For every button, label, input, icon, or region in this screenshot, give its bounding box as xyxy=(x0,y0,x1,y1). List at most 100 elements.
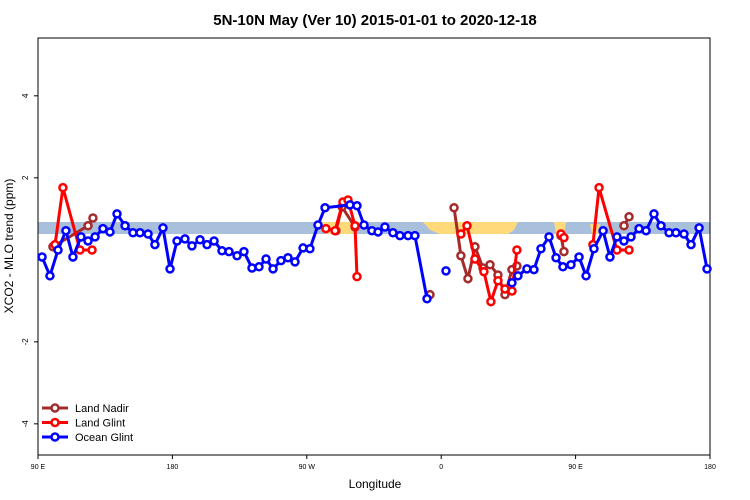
point xyxy=(321,223,331,234)
point xyxy=(76,232,86,242)
x-tick-label: 180 xyxy=(167,464,179,471)
point xyxy=(551,253,561,263)
point xyxy=(195,234,205,245)
point xyxy=(143,229,153,239)
point xyxy=(105,227,115,237)
point xyxy=(290,257,300,267)
point xyxy=(686,239,696,250)
point xyxy=(594,182,604,193)
point xyxy=(352,271,362,282)
point xyxy=(232,250,242,261)
point xyxy=(68,252,78,262)
point xyxy=(283,253,293,263)
y-tick-label: 4 xyxy=(21,93,30,98)
point xyxy=(463,273,473,284)
point xyxy=(624,245,634,255)
point xyxy=(536,244,546,254)
point xyxy=(254,262,264,272)
point xyxy=(656,221,666,231)
point xyxy=(619,236,629,246)
point xyxy=(559,246,569,257)
point xyxy=(486,296,496,307)
point xyxy=(150,239,160,250)
point xyxy=(88,213,98,223)
point xyxy=(112,209,122,219)
point xyxy=(612,232,622,242)
y-tick-label: -4 xyxy=(21,420,30,428)
point xyxy=(626,232,636,242)
point xyxy=(380,222,390,232)
point xyxy=(172,236,182,246)
point xyxy=(120,221,130,231)
point xyxy=(456,229,466,239)
legend-marker xyxy=(50,417,60,428)
point xyxy=(98,223,108,234)
point xyxy=(180,234,190,244)
point xyxy=(87,245,97,255)
x-tick-label: 90 W xyxy=(299,464,316,471)
point xyxy=(330,225,340,236)
point xyxy=(507,278,517,288)
point xyxy=(449,203,459,213)
point xyxy=(566,259,576,270)
point xyxy=(619,221,629,231)
y-axis-label: XCO2 - MLO trend (ppm) xyxy=(2,179,16,314)
point xyxy=(261,254,271,264)
x-tick-label: 90 E xyxy=(31,464,46,471)
point xyxy=(135,228,145,238)
point xyxy=(544,232,554,242)
point xyxy=(90,232,100,242)
point xyxy=(410,230,420,241)
point xyxy=(649,209,659,219)
point xyxy=(624,212,634,222)
point xyxy=(352,200,362,211)
chart-title: 5N-10N May (Ver 10) 2015-01-01 to 2020-1… xyxy=(213,12,537,29)
point xyxy=(574,252,584,262)
point xyxy=(493,275,503,286)
point xyxy=(395,230,405,241)
x-tick-label: 0 xyxy=(439,464,443,471)
point xyxy=(694,223,704,233)
point xyxy=(209,236,219,246)
point xyxy=(507,286,517,296)
point xyxy=(470,254,480,264)
point xyxy=(559,232,569,243)
plot-border xyxy=(37,37,711,456)
point xyxy=(512,245,522,255)
point xyxy=(187,241,197,251)
point xyxy=(58,182,68,193)
legend-marker xyxy=(50,403,60,413)
point xyxy=(83,236,93,246)
point xyxy=(529,264,539,275)
point xyxy=(422,294,432,304)
point xyxy=(320,203,330,213)
point xyxy=(456,250,466,261)
point xyxy=(581,271,591,281)
x-tick-label: 90 E xyxy=(568,464,583,471)
y-tick-label: -2 xyxy=(21,338,30,346)
x-tick-label: 180 xyxy=(704,464,716,471)
point xyxy=(373,227,383,237)
legend-label: Land Nadir xyxy=(75,403,129,415)
point xyxy=(462,221,472,231)
point xyxy=(359,220,369,230)
point xyxy=(598,225,608,236)
point xyxy=(61,225,71,236)
point xyxy=(679,229,689,239)
point xyxy=(45,271,55,281)
point xyxy=(165,264,175,274)
x-axis-label: Longitude xyxy=(349,477,402,491)
point xyxy=(485,259,495,270)
point xyxy=(589,244,599,254)
point xyxy=(239,246,249,257)
point xyxy=(202,239,212,250)
legend-label: Land Glint xyxy=(75,418,125,430)
point xyxy=(513,271,523,281)
point xyxy=(479,266,489,277)
point xyxy=(83,221,93,231)
point xyxy=(37,252,47,262)
point xyxy=(641,225,651,236)
legend-marker xyxy=(50,432,60,442)
point xyxy=(605,252,615,262)
